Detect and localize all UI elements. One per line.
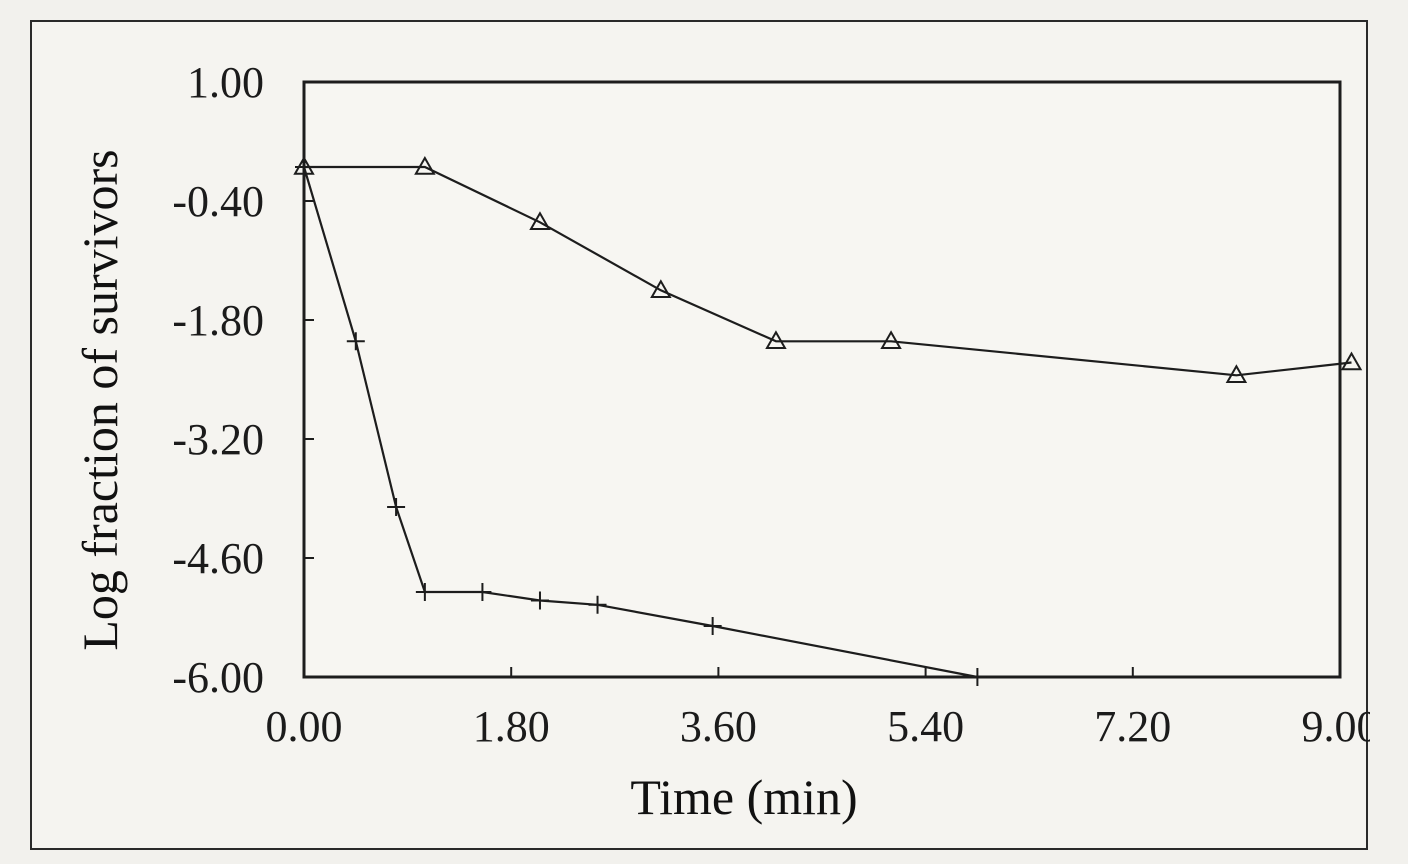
triangle-marker — [880, 330, 902, 349]
series-layer — [293, 155, 1363, 686]
plus-marker — [473, 583, 492, 601]
triangle-marker — [1340, 351, 1363, 371]
x-axis-ticks: 0.00 1.80 3.60 5.40 7.20 9.00 — [266, 667, 1371, 751]
triangle-marker — [1225, 364, 1248, 383]
y-axis-ticks: 1.00 -0.40 -1.80 -3.20 -4.60 -6.00 — [172, 58, 314, 702]
y-tick-label: 1.00 — [187, 58, 264, 107]
y-tick-label: -1.80 — [172, 296, 264, 345]
x-tick-label: 5.40 — [887, 702, 964, 751]
plus-marker — [968, 668, 987, 686]
triangle-marker — [765, 330, 787, 349]
chart-frame: 0.00 1.80 3.60 5.40 7.20 9.00 1.00 -0.40 -1.80 -… — [30, 20, 1371, 850]
triangle-marker — [650, 279, 672, 298]
triangle-marker — [529, 211, 551, 230]
x-tick-label: 7.20 — [1094, 702, 1171, 751]
log-survivors-chart: 0.00 1.80 3.60 5.40 7.20 9.00 1.00 -0.40 -1.80 -… — [72, 58, 1371, 825]
x-tick-label: 0.00 — [266, 702, 343, 751]
plus-marker — [295, 158, 313, 176]
y-tick-label: -3.20 — [172, 415, 264, 464]
plus-marker — [415, 583, 434, 601]
x-tick-label: 1.80 — [473, 702, 550, 751]
series-line-1 — [304, 165, 1352, 377]
triangle-marker — [414, 155, 436, 175]
plus-marker — [703, 617, 722, 635]
plus-marker — [588, 595, 607, 614]
plot-area — [302, 80, 1342, 679]
y-axis-title: Log fraction of survivors — [72, 149, 128, 650]
y-tick-label: -4.60 — [172, 534, 264, 583]
x-axis-title: Time (min) — [630, 769, 857, 825]
plus-marker — [387, 498, 406, 516]
x-tick-label: 9.00 — [1302, 702, 1371, 751]
y-tick-label: -0.40 — [172, 177, 264, 226]
plus-marker — [346, 332, 365, 351]
plus-marker — [530, 591, 549, 610]
y-tick-label: -6.00 — [172, 653, 264, 702]
x-tick-label: 3.60 — [680, 702, 757, 751]
